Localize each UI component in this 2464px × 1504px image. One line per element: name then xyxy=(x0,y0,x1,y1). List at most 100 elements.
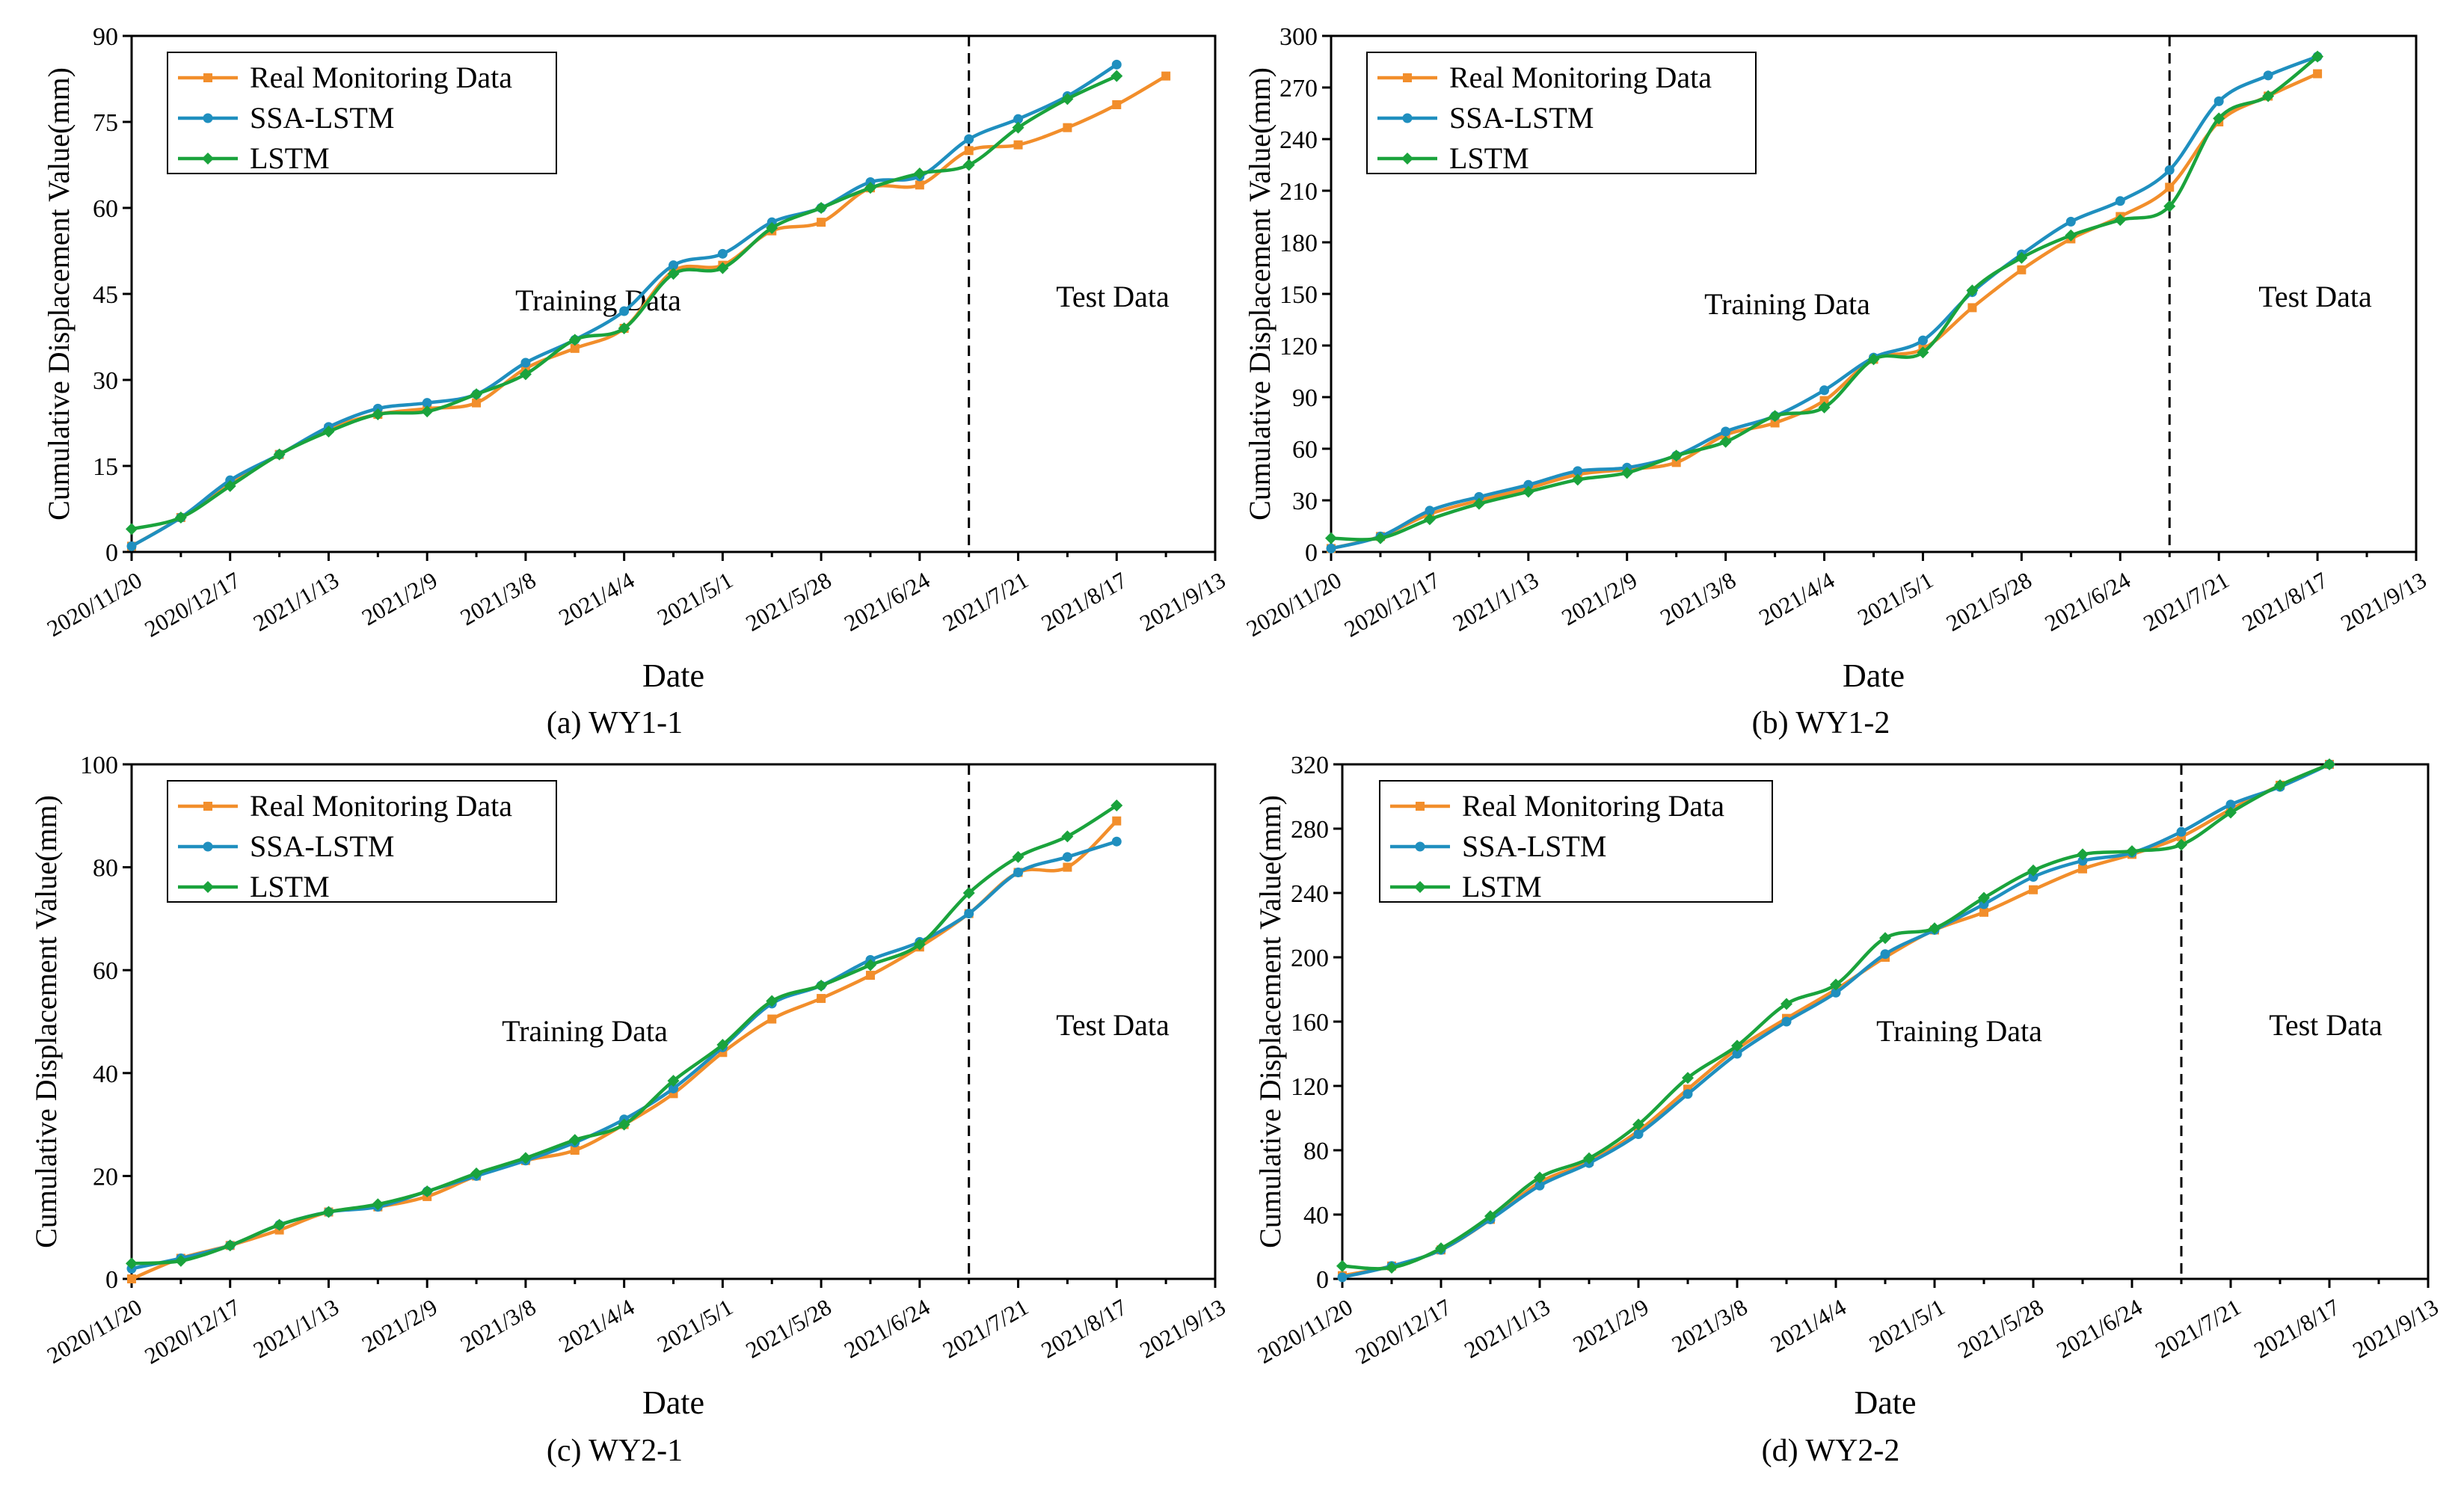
data-point-real xyxy=(1671,458,1681,467)
data-point-ssa xyxy=(619,306,630,316)
x-tick-label: 2021/4/4 xyxy=(1766,1294,1851,1358)
data-point-real xyxy=(1770,418,1780,428)
y-tick-label: 60 xyxy=(1292,436,1318,464)
panel-caption: (a) WY1-1 xyxy=(547,706,683,740)
y-tick-label: 30 xyxy=(1292,488,1318,515)
data-point-real xyxy=(767,1014,777,1024)
y-tick-label: 0 xyxy=(105,1266,118,1294)
data-point-lstm xyxy=(2065,229,2077,242)
data-point-ssa xyxy=(2263,70,2273,81)
x-tick-label: 2021/5/28 xyxy=(1953,1294,2047,1363)
y-axis-title: Cumulative Displacement Value(mm) xyxy=(29,795,63,1248)
legend-marker xyxy=(202,881,214,893)
y-tick-label: 0 xyxy=(1316,1266,1329,1294)
data-point-lstm xyxy=(1867,353,1880,366)
test-data-label: Test Data xyxy=(2269,1008,2382,1042)
y-tick-label: 20 xyxy=(93,1163,118,1191)
chart-panel-4: 0 40 80 120 160 200 240 280 320 2020/11/202020/12… xyxy=(1253,752,2443,1468)
data-point-real xyxy=(570,343,580,353)
data-point-lstm xyxy=(2114,214,2127,227)
data-point-lstm xyxy=(174,1254,187,1267)
legend-box xyxy=(167,52,557,174)
data-point-lstm xyxy=(1110,799,1123,812)
y-tick-label: 15 xyxy=(93,453,118,481)
data-point-real xyxy=(1819,396,1829,405)
x-tick-label: 2020/11/20 xyxy=(1253,1294,1357,1369)
data-point-lstm xyxy=(618,322,630,334)
legend-label: SSA-LSTM xyxy=(1449,101,1594,135)
data-point-lstm xyxy=(126,1257,138,1270)
data-point-real xyxy=(915,180,924,190)
legend-marker xyxy=(1416,802,1425,811)
legend-marker xyxy=(203,802,212,811)
legend-marker xyxy=(1414,881,1426,893)
data-point-lstm xyxy=(1386,1261,1398,1274)
data-point-lstm xyxy=(716,262,729,274)
data-point-lstm xyxy=(470,388,483,401)
data-point-real xyxy=(2078,864,2087,874)
x-tick-label: 2021/2/9 xyxy=(1569,1294,1653,1357)
y-axis-title: Cumulative Displacement Value(mm) xyxy=(1243,67,1276,521)
data-point-real xyxy=(127,1274,136,1283)
data-point-ssa xyxy=(964,134,974,144)
y-tick-label: 120 xyxy=(1279,333,1318,360)
data-point-lstm xyxy=(667,268,680,280)
data-point-ssa xyxy=(2115,196,2125,206)
y-tick-label: 80 xyxy=(93,855,118,883)
data-point-lstm xyxy=(2323,758,2335,770)
data-point-ssa xyxy=(1880,949,1890,960)
data-point-real xyxy=(1112,100,1122,109)
panel-caption: (b) WY1-2 xyxy=(1752,706,1890,740)
data-point-real xyxy=(964,146,974,156)
training-data-label: Training Data xyxy=(515,283,681,317)
data-point-ssa xyxy=(2213,96,2224,106)
data-point-ssa xyxy=(1683,1089,1693,1099)
y-tick-label: 75 xyxy=(93,109,118,137)
data-point-real xyxy=(472,398,482,408)
x-axis-title: Date xyxy=(1843,657,1905,694)
data-point-lstm xyxy=(1978,891,1990,904)
data-point-lstm xyxy=(1012,121,1024,134)
x-tick-label: 2021/6/24 xyxy=(840,567,935,636)
data-point-lstm xyxy=(2262,90,2275,102)
data-point-lstm xyxy=(1534,1171,1546,1184)
data-point-lstm xyxy=(766,221,778,234)
test-data-label: Test Data xyxy=(1056,1008,1170,1042)
data-point-real xyxy=(2165,182,2175,192)
data-point-lstm xyxy=(1522,485,1534,498)
data-point-lstm xyxy=(1632,1118,1644,1131)
x-tick-label: 2021/1/13 xyxy=(1448,567,1543,636)
y-tick-label: 280 xyxy=(1291,816,1329,844)
x-tick-label: 2021/2/9 xyxy=(357,1294,442,1357)
test-data-label: Test Data xyxy=(1056,280,1170,313)
data-point-lstm xyxy=(1336,1259,1348,1272)
data-point-lstm xyxy=(766,995,778,1007)
y-tick-label: 40 xyxy=(1303,1202,1329,1230)
panel-caption: (c) WY2-1 xyxy=(547,1434,683,1468)
x-tick-label: 2021/8/17 xyxy=(1036,1294,1131,1363)
y-tick-label: 0 xyxy=(105,539,118,567)
series-line-lstm xyxy=(131,804,1118,1265)
data-point-lstm xyxy=(273,448,286,461)
data-point-ssa xyxy=(126,541,137,551)
data-point-real xyxy=(1112,816,1122,826)
data-point-lstm xyxy=(1731,1040,1743,1052)
legend-box xyxy=(1379,780,1773,903)
x-tick-label: 2021/9/13 xyxy=(2348,1294,2442,1363)
x-tick-label: 2021/4/4 xyxy=(554,1294,639,1358)
data-point-real xyxy=(1063,123,1072,132)
data-point-lstm xyxy=(1818,401,1831,414)
data-point-lstm xyxy=(815,979,828,992)
data-point-ssa xyxy=(2164,165,2175,175)
y-tick-label: 300 xyxy=(1279,23,1318,51)
data-point-lstm xyxy=(864,182,876,194)
x-tick-label: 2021/6/24 xyxy=(840,1294,935,1363)
y-tick-label: 90 xyxy=(1292,384,1318,412)
y-tick-label: 240 xyxy=(1291,880,1329,908)
legend-label: LSTM xyxy=(250,870,330,903)
data-point-ssa xyxy=(1523,479,1534,490)
y-axis-title: Cumulative Displacement Value(mm) xyxy=(1253,795,1287,1248)
data-point-lstm xyxy=(1781,998,1792,1010)
